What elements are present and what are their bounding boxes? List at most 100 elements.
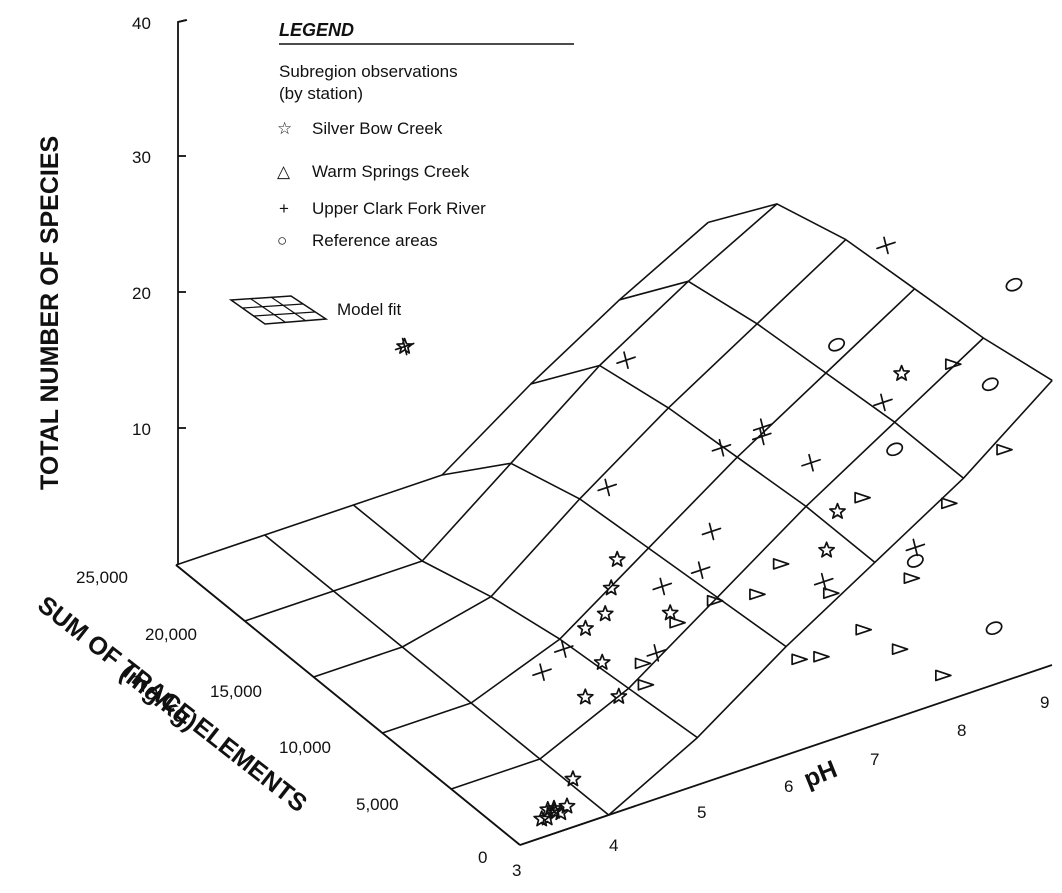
upper-clark-fork-river-point-3 [652, 577, 673, 596]
warm-springs-creek-point-9 [822, 587, 840, 599]
upper-clark-fork-river-point-2 [646, 644, 667, 662]
silver-bow-creek-point-6 [545, 799, 563, 816]
upper-clark-fork-river-point-7 [711, 438, 732, 457]
reference-areas-point-0 [828, 337, 846, 352]
warm-springs-creek-point-12 [854, 491, 871, 504]
warm-springs-creek-point-14 [940, 497, 958, 510]
x-tick-label-7: 7 [870, 750, 879, 769]
x-tick-label-8: 8 [957, 721, 966, 740]
silver-bow-creek-point-5 [538, 809, 556, 826]
upper-clark-fork-river-point-14 [905, 538, 926, 557]
x-tick-label-6: 6 [784, 777, 793, 796]
upper-clark-fork-river-point-15 [616, 351, 636, 369]
z-tick-label-30: 30 [132, 148, 151, 167]
silver-bow-creek-point-4 [558, 797, 576, 814]
x-tick-label-5: 5 [697, 803, 706, 822]
legend: LEGEND Subregion observations (by statio… [228, 20, 574, 325]
legend-symbol-warm-springs: △ [277, 162, 291, 181]
x-tick-label-4: 4 [609, 836, 618, 855]
silver-bow-creek-point-12 [596, 605, 614, 622]
y-tick-label-10000: 10,000 [279, 738, 331, 757]
upper-clark-fork-river-point-4 [690, 561, 711, 579]
silver-bow-creek-point-7 [564, 770, 582, 787]
z-axis-title: TOTAL NUMBER OF SPECIES [36, 136, 64, 490]
base-axes [175, 564, 1053, 846]
legend-subtitle-line1: Subregion observations [279, 62, 458, 81]
warm-springs-creek-point-5 [772, 558, 790, 570]
legend-title: LEGEND [279, 20, 354, 40]
upper-clark-fork-river-point-8 [751, 427, 772, 446]
surface-col-ph-3 [175, 564, 521, 846]
upper-clark-fork-river-point-10 [813, 572, 834, 591]
surface-col-ph-6 [441, 462, 787, 648]
legend-label-model-fit: Model fit [337, 300, 402, 319]
silver-bow-creek-point-14 [608, 550, 626, 567]
reference-areas-point-2 [985, 621, 1003, 636]
z-tick-label-10: 10 [132, 420, 151, 439]
model-fit-surface [175, 203, 1053, 846]
silver-bow-creek-point-9 [610, 687, 628, 704]
x-tick-label-9: 9 [1040, 693, 1049, 712]
upper-clark-fork-river-point-9 [801, 453, 821, 472]
surface-row-20000 [244, 203, 778, 622]
surface-row-5000 [450, 337, 984, 790]
legend-label-upper-clark-fork: Upper Clark Fork River [312, 199, 486, 218]
reference-areas-point-5 [1005, 277, 1023, 292]
z-tick-label-40: 40 [132, 14, 151, 33]
warm-springs-creek-point-10 [891, 643, 909, 655]
legend-label-silver-bow: Silver Bow Creek [312, 119, 443, 138]
warm-springs-creek-point-16 [903, 572, 921, 585]
warm-springs-creek-point-13 [944, 358, 962, 371]
reference-areas-point-4 [981, 377, 999, 392]
warm-springs-creek-point-2 [669, 616, 686, 629]
y-tick-label-15000: 15,000 [210, 682, 262, 701]
observation-markers [394, 236, 1023, 827]
upper-clark-fork-river-point-16 [394, 337, 415, 356]
y-tick-label-20000: 20,000 [145, 625, 197, 644]
silver-bow-creek-point-15 [661, 604, 679, 621]
reference-areas-point-1 [886, 442, 904, 457]
surface-col-ph-9 [707, 203, 1053, 382]
surface-col-ph-4 [264, 534, 610, 816]
reference-areas-point-3 [906, 554, 924, 568]
silver-bow-creek-point-0 [533, 810, 551, 827]
upper-clark-fork-river-point-13 [873, 393, 893, 412]
model-fit-swatch-icon [228, 295, 329, 325]
warm-springs-creek-point-11 [935, 669, 952, 682]
surface-col-ph-5 [352, 504, 698, 739]
upper-clark-fork-river-point-1 [553, 640, 574, 658]
legend-symbol-upper-clark-fork: + [279, 199, 289, 218]
silver-bow-creek-point-17 [829, 502, 846, 519]
legend-subtitle-line2: (by station) [279, 84, 363, 103]
warm-springs-creek-point-8 [813, 650, 830, 663]
y-ticks: 25,000 20,000 15,000 10,000 5,000 0 [76, 568, 487, 867]
z-tick-40 [177, 19, 187, 23]
upper-clark-fork-river-point-12 [876, 236, 896, 255]
x-ticks: 3 4 5 6 7 8 9 [512, 693, 1049, 880]
silver-bow-creek-point-11 [577, 619, 594, 636]
silver-bow-creek-point-16 [893, 364, 911, 381]
legend-symbol-silver-bow: ☆ [277, 119, 292, 138]
surface-row-10000 [382, 288, 916, 734]
warm-springs-creek-point-1 [634, 657, 652, 670]
silver-bow-creek-point-10 [593, 653, 611, 670]
y-tick-label-0: 0 [478, 848, 487, 867]
legend-label-reference-areas: Reference areas [312, 231, 438, 250]
warm-springs-creek-point-7 [791, 653, 808, 666]
y-tick-label-25000: 25,000 [76, 568, 128, 587]
warm-springs-creek-point-4 [749, 588, 766, 601]
silver-bow-creek-point-8 [576, 688, 594, 705]
warm-springs-creek-point-6 [855, 623, 873, 636]
upper-clark-fork-river-point-11 [752, 418, 773, 437]
warm-springs-creek-point-15 [996, 443, 1013, 456]
y-axis-unit: (mg/kg) [114, 659, 202, 737]
legend-symbol-reference-areas: ○ [277, 231, 287, 250]
surface-row-25000 [175, 221, 709, 566]
upper-clark-fork-river-point-6 [597, 478, 618, 497]
x-axis-title: pH [800, 755, 841, 793]
legend-label-warm-springs: Warm Springs Creek [312, 162, 470, 181]
upper-clark-fork-river-point-0 [532, 663, 552, 682]
upper-clark-fork-river-point-5 [701, 522, 722, 541]
